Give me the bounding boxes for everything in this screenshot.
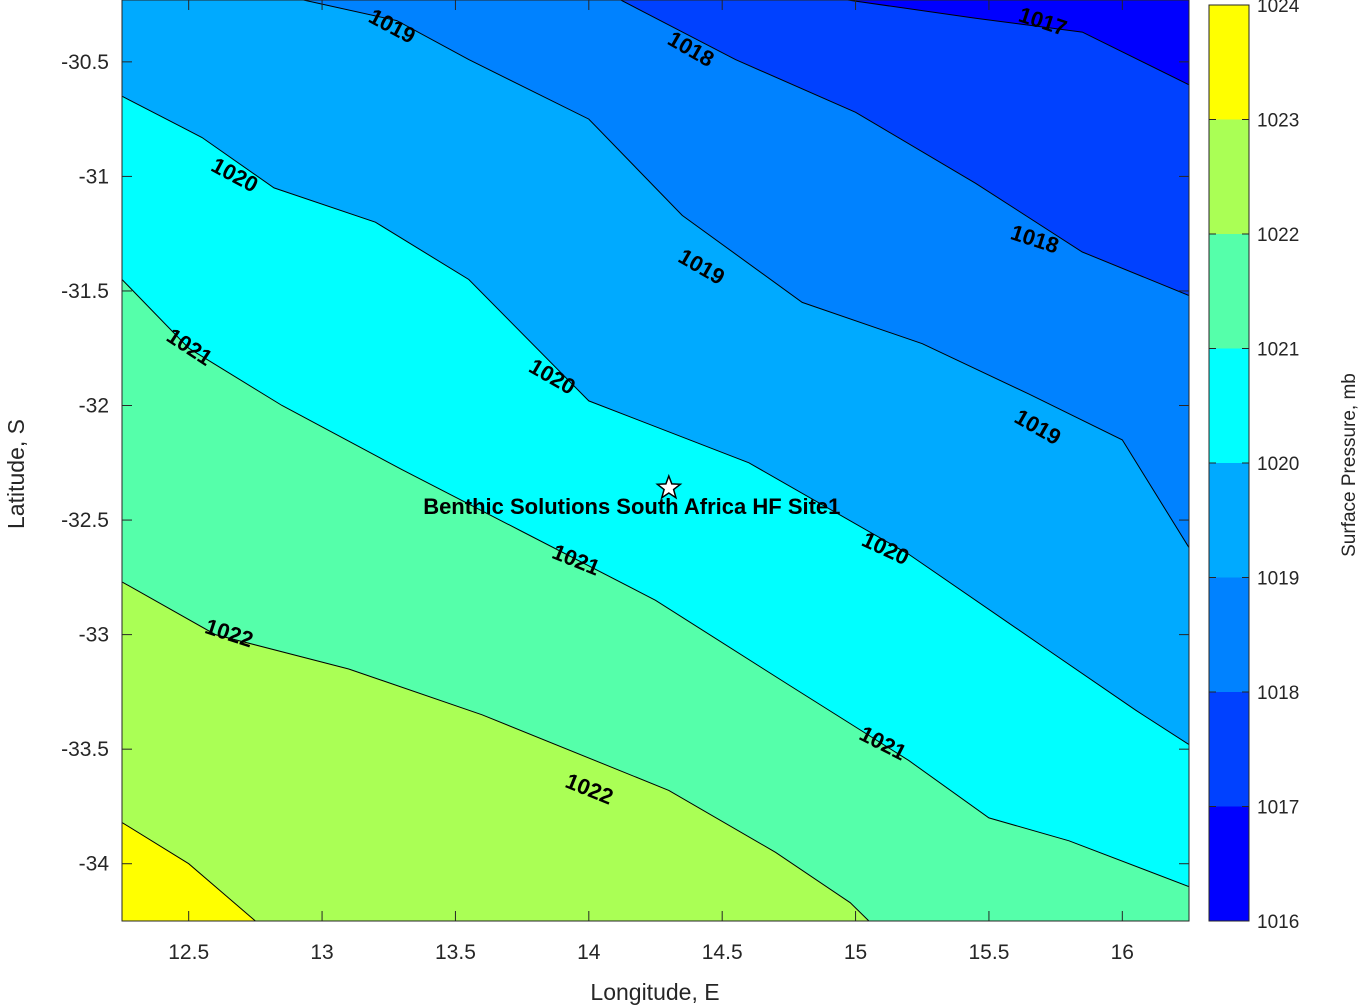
- x-tick-label: 16: [1111, 941, 1134, 964]
- colorbar-segment: [1209, 577, 1249, 692]
- x-axis-ticks: 12.5 13 13.5 14 14.5 15 15.5 16: [168, 0, 1134, 964]
- y-tick-label: -33: [79, 624, 109, 647]
- colorbar-segment: [1209, 234, 1249, 349]
- colorbar-segment: [1209, 463, 1249, 578]
- colorbar-segment: [1209, 119, 1249, 234]
- x-tick-label: 13: [310, 941, 333, 964]
- y-tick-label: -33.5: [61, 738, 109, 761]
- colorbar-tick-label: 1019: [1257, 569, 1299, 590]
- colorbar-tick-label: 1022: [1257, 225, 1299, 246]
- y-tick-label: -32: [79, 395, 109, 418]
- colorbar-tick-label: 1023: [1257, 111, 1299, 132]
- isobar-1023: [122, 822, 256, 921]
- isobar-1022: [122, 581, 870, 921]
- contour-lines: [122, 0, 1189, 921]
- x-tick-label: 12.5: [168, 941, 209, 964]
- isobar-1018: [620, 0, 1189, 296]
- colorbar-segment: [1209, 692, 1249, 807]
- colorbar-label: Surface Pressure, mb: [1339, 373, 1360, 557]
- annotations: Benthic Solutions South Africa HF Site1: [423, 473, 840, 519]
- colorbar-tick-label: 1021: [1257, 340, 1299, 361]
- contour-fills: [122, 0, 1189, 921]
- y-tick-label: -34: [79, 853, 110, 876]
- isobar-1021: [122, 279, 1189, 888]
- band-fill-1022: [122, 581, 869, 921]
- y-tick-label: -31.5: [61, 280, 109, 303]
- colorbar-tick-label: 1018: [1257, 683, 1299, 704]
- y-axis-label: Latitude, S: [3, 419, 29, 529]
- colorbar-segment: [1209, 348, 1249, 463]
- colorbar-tick-label: 1024: [1257, 0, 1300, 17]
- site-label: Benthic Solutions South Africa HF Site1: [423, 494, 840, 519]
- plot-frame: [121, 0, 1190, 922]
- y-tick-label: -30.5: [61, 51, 109, 74]
- y-axis-ticks: -30.5 -31 -31.5 -32 -32.5 -33 -33.5 -34: [61, 51, 1189, 876]
- x-tick-label: 13.5: [435, 941, 476, 964]
- colorbar: 1016 1017 1018 1019 1020 1021 1022 1023 1024: [1208, 0, 1300, 933]
- colorbar-tick-label: 1016: [1257, 912, 1299, 933]
- x-axis-label: Longitude, E: [590, 979, 719, 1005]
- x-tick-label: 14.5: [702, 941, 743, 964]
- x-tick-label: 15.5: [969, 941, 1010, 964]
- y-tick-label: -31: [79, 165, 109, 188]
- band-fill-1023: [122, 822, 256, 921]
- colorbar-segment: [1209, 5, 1249, 120]
- x-tick-label: 15: [844, 941, 867, 964]
- colorbar-segment: [1209, 806, 1249, 921]
- y-tick-label: -32.5: [61, 509, 109, 532]
- x-tick-label: 14: [577, 941, 601, 964]
- isobar-1020: [122, 95, 1189, 746]
- site-star-marker: [655, 473, 683, 500]
- isobar-1019: [303, 0, 1189, 548]
- colorbar-tick-label: 1017: [1257, 798, 1299, 819]
- colorbar-tick-label: 1020: [1257, 454, 1299, 475]
- isobar-1017: [847, 0, 1189, 86]
